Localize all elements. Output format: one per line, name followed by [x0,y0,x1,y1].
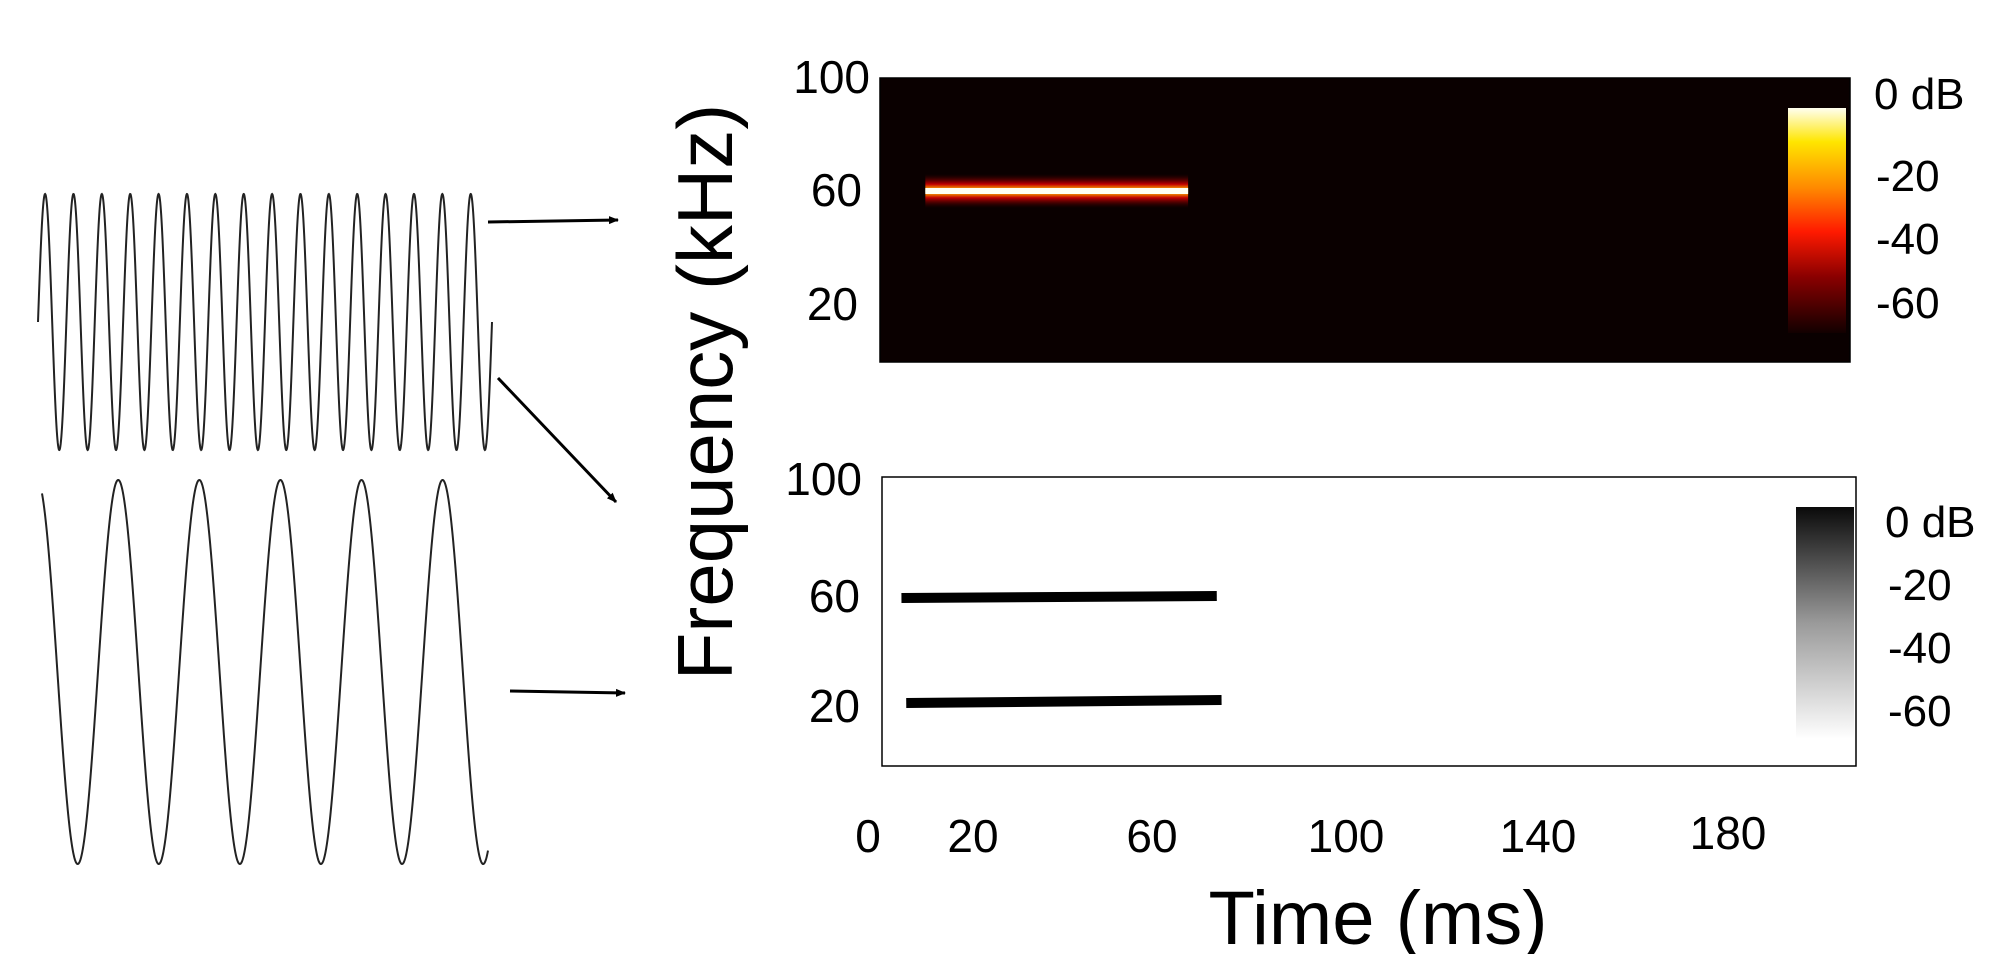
bottom-colorbar-tick-60: -60 [1888,687,1952,736]
high-frequency-waveform [37,192,493,452]
bottom-colorbar-ticks: 0 dB -20 -40 -60 [1885,498,1976,736]
bottom-spectrogram-frame [881,476,1857,767]
top-colorbar-tick-40: -40 [1876,215,1940,264]
bottom-y-tick-20: 20 [809,680,860,732]
bottom-y-tick-60: 60 [809,570,860,622]
top-y-tick-60: 60 [811,164,862,216]
x-tick-20: 20 [947,810,998,862]
top-spectrogram-background [879,77,1851,363]
top-colorbar-tick-0: 0 dB [1874,70,1965,119]
x-tick-100: 100 [1308,810,1385,862]
top-colorbar [1788,108,1846,333]
x-tick-180: 180 [1690,807,1767,859]
x-axis-label: Time (ms) [1208,876,1547,954]
arrow-to-top-spectrogram [487,216,619,225]
bottom-spectrogram-panel: 100 60 20 0 dB -20 -40 -60 [785,453,1976,767]
bottom-tone-20khz [906,695,1222,708]
x-tick-60: 60 [1126,810,1177,862]
bottom-colorbar-tick-40: -40 [1888,624,1952,673]
x-tick-0: 0 [855,810,881,862]
bottom-colorbar-tick-0: 0 dB [1885,498,1976,547]
arrow-to-bottom-spectrogram [496,376,618,504]
y-axis-label: Frequency (kHz) [661,104,749,680]
top-colorbar-ticks: 0 dB -20 -40 -60 [1874,70,1965,328]
low-frequency-waveform [41,478,489,866]
bottom-y-tick-100: 100 [785,453,862,505]
top-spectrogram-panel: 100 60 20 0 dB -20 -40 -60 [793,51,1965,363]
top-y-ticks: 100 60 20 [793,51,870,330]
top-y-tick-20: 20 [807,278,858,330]
bottom-colorbar-tick-20: -20 [1888,561,1952,610]
top-y-tick-100: 100 [793,51,870,103]
arrow-low-to-bottom-spectrogram [509,688,626,697]
bottom-y-ticks: 100 60 20 [785,453,862,732]
bottom-tone-60khz [901,591,1217,603]
x-ticks: 0 20 60 100 140 180 [855,807,1766,862]
x-tick-140: 140 [1500,810,1577,862]
top-colorbar-tick-60: -60 [1876,279,1940,328]
top-tone-core [925,188,1189,194]
bottom-colorbar [1796,507,1854,739]
top-colorbar-tick-20: -20 [1876,152,1940,201]
